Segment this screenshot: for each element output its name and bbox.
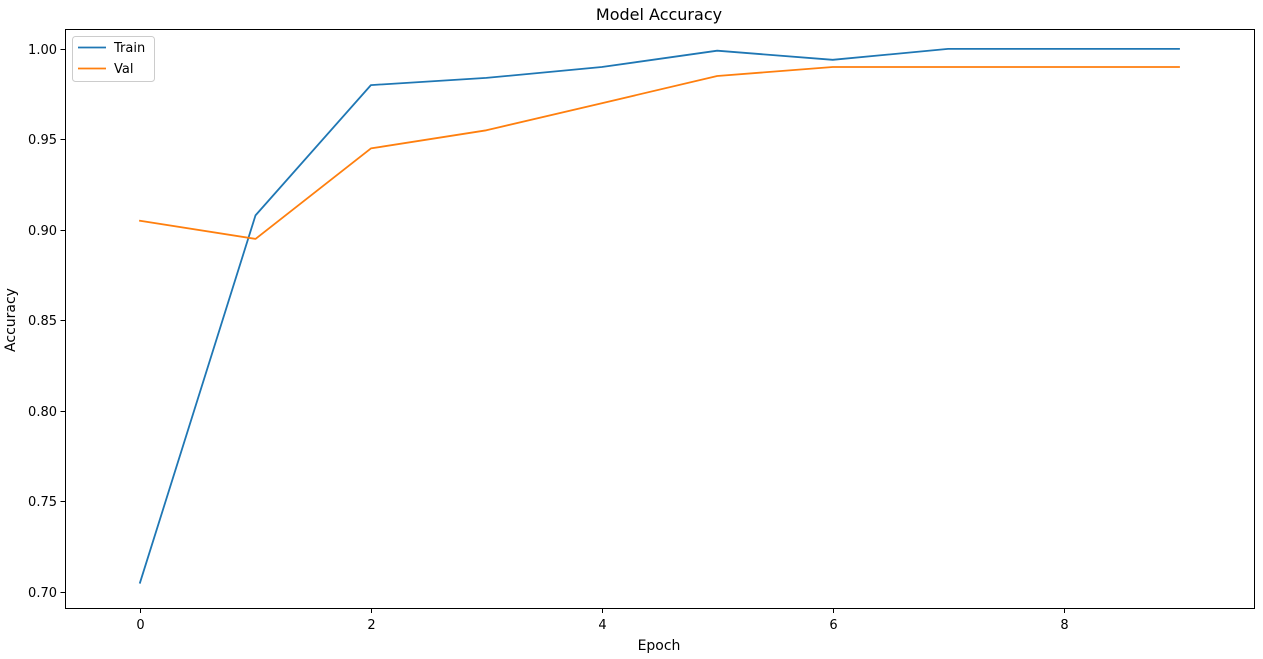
y-axis: 0.70 0.75 0.80 0.85 0.90 0.95 1.00	[28, 43, 66, 601]
legend-label: Train	[113, 41, 145, 56]
chart-title: Model Accuracy	[596, 5, 722, 24]
y-tick-label: 0.90	[28, 224, 57, 239]
legend-label: Val	[114, 62, 133, 77]
plot-frame	[65, 29, 1255, 609]
series-line-train	[138, 48, 1180, 584]
x-tick-label: 0	[136, 618, 144, 633]
x-tick-label: 4	[598, 618, 606, 633]
series-line-val	[138, 66, 1180, 240]
x-tick-label: 6	[829, 618, 837, 633]
x-tick-label: 2	[367, 618, 375, 633]
legend: Train Val	[72, 36, 155, 82]
y-tick-label: 0.95	[28, 133, 57, 148]
y-tick-label: 0.85	[28, 314, 57, 329]
x-axis-title: Epoch	[638, 638, 681, 654]
y-tick-label: 0.75	[28, 495, 57, 510]
x-tick-label: 8	[1060, 618, 1068, 633]
series-lines	[138, 48, 1180, 584]
y-tick-label: 1.00	[28, 43, 57, 58]
y-tick-label: 0.70	[28, 586, 57, 601]
y-tick-label: 0.80	[28, 405, 57, 420]
y-axis-title: Accuracy	[3, 288, 19, 352]
x-axis: 0 2 4 6 8	[136, 608, 1069, 633]
